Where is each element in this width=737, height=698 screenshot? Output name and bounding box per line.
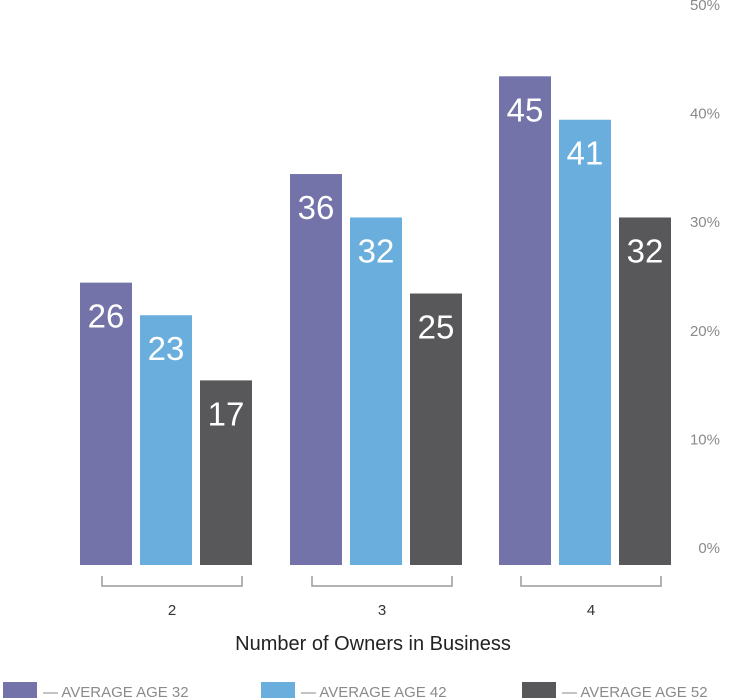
bar [200,380,252,565]
category-label: 3 [378,602,386,619]
legend-swatch [3,682,37,698]
legend: — AVERAGE AGE 32 — AVERAGE AGE 42 — AVERAG… [3,682,708,698]
bar [499,76,551,566]
category-brackets [101,576,662,587]
category-labels: 2 3 4 [168,602,595,619]
y-tick-label: 20% [690,323,720,340]
bar-value-label: 36 [298,189,335,226]
bar-value-labels: 26 23 17 36 32 25 45 41 32 [88,91,664,432]
y-tick-label: 50% [690,0,720,14]
category-bracket [520,576,662,587]
y-tick-label: 0% [698,540,720,557]
bar-value-label: 32 [358,232,395,269]
y-tick-label: 30% [690,214,720,231]
legend-label: — AVERAGE AGE 52 [562,684,708,698]
legend-label: — AVERAGE AGE 32 [43,684,189,698]
bar-value-label: 26 [88,298,125,335]
bar [619,217,671,566]
y-tick-label: 40% [690,106,720,123]
bar [559,119,611,566]
bar [80,282,132,565]
category-bracket [311,576,453,587]
y-axis-ticks: 0% 10% 20% 30% 40% 50% [690,0,720,557]
bar [410,293,462,565]
bar [140,315,192,565]
legend-swatch [261,682,295,698]
bar-value-label: 32 [627,232,664,269]
bar-value-label: 45 [507,91,544,128]
category-label: 2 [168,602,176,619]
bar [350,217,402,566]
category-label: 4 [587,602,595,619]
legend-label: — AVERAGE AGE 42 [301,684,447,698]
bars [80,76,671,566]
category-bracket [101,576,243,587]
bar-value-label: 23 [148,330,185,367]
bar-value-label: 25 [418,309,455,346]
y-tick-label: 10% [690,431,720,448]
legend-swatch [522,682,556,698]
x-axis-title: Number of Owners in Business [235,633,511,655]
bar-value-label: 41 [567,135,604,172]
bar-value-label: 17 [208,395,245,432]
bar [290,174,342,566]
